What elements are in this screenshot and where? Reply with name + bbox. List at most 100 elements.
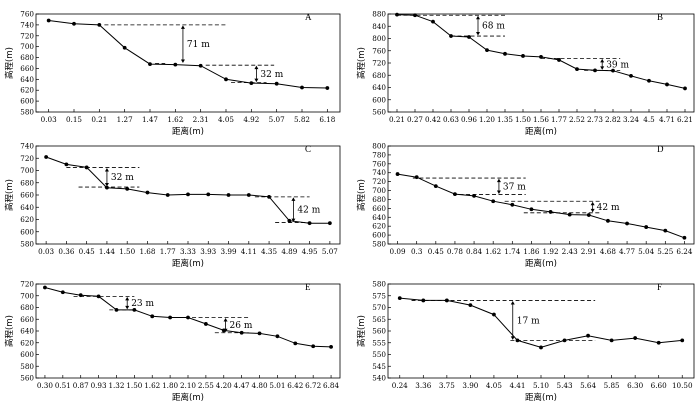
panel-letter: D <box>657 144 664 154</box>
y-tick-label: 720 <box>372 177 386 186</box>
y-tick-label: 620 <box>20 215 34 224</box>
data-point <box>625 221 629 226</box>
x-axis-label: 距离(m) <box>172 126 204 137</box>
series-line <box>45 156 330 224</box>
height-arrow-head-down <box>125 305 130 310</box>
x-tick-label: 0.21 <box>389 115 405 124</box>
data-point <box>529 207 534 212</box>
x-tick-label: 6.24 <box>676 247 692 256</box>
data-point <box>327 221 332 226</box>
x-tick-label: 0.93 <box>91 381 107 390</box>
x-tick-label: 1.92 <box>543 247 559 256</box>
x-tick-label: 2.73 <box>587 115 603 124</box>
data-point <box>300 85 304 90</box>
y-tick-label: 660 <box>20 64 34 73</box>
x-tick-label: 4.68 <box>600 247 616 256</box>
data-point <box>575 67 579 72</box>
y-tick-label: 720 <box>372 59 386 68</box>
data-point <box>148 62 152 66</box>
x-tick-label: 4.5 <box>643 115 655 124</box>
data-point <box>293 341 298 346</box>
chart-panel-c: 580 600 620 640 660 680 700 720 740 0.03 0.36 0.45 1… <box>4 142 341 269</box>
x-tick-label: 5.64 <box>580 381 596 390</box>
y-tick-label: 545 <box>372 362 386 371</box>
data-point <box>431 19 435 24</box>
data-point <box>680 338 685 343</box>
data-point <box>413 13 417 18</box>
x-tick-label: 0.78 <box>447 247 463 256</box>
data-point <box>168 315 173 320</box>
data-point <box>663 228 668 233</box>
x-tick-label: 0.45 <box>79 247 95 256</box>
y-tick-label: 600 <box>372 95 386 104</box>
x-tick-label: 6.21 <box>677 115 693 124</box>
step-height-label: 42 m <box>597 203 620 213</box>
x-tick-label: 0.24 <box>392 381 408 390</box>
height-arrow-head-down <box>180 59 185 64</box>
panel-letter: C <box>305 144 311 154</box>
x-tick-label: 0.96 <box>461 115 477 124</box>
x-tick-label: 4.20 <box>216 381 232 390</box>
data-point <box>72 21 76 26</box>
x-tick-label: 0.03 <box>38 247 54 256</box>
data-point <box>414 175 419 180</box>
x-tick-label: 3.90 <box>462 381 478 390</box>
y-axis-label: 高程(m) <box>356 315 367 347</box>
y-tick-label: 740 <box>372 168 386 177</box>
y-tick-label: 680 <box>20 303 34 312</box>
x-tick-label: 1.44 <box>99 247 115 256</box>
y-tick-label: 880 <box>372 10 386 19</box>
data-point <box>567 212 572 217</box>
data-point <box>307 221 312 226</box>
x-tick-label: 0.21 <box>91 115 107 124</box>
x-tick-label: 3.75 <box>439 381 455 390</box>
panel-letter: E <box>305 282 311 292</box>
height-arrow-head-down <box>223 328 228 333</box>
data-point <box>329 344 333 349</box>
y-tick-label: 620 <box>20 338 34 347</box>
x-tick-label: 0.45 <box>428 247 444 256</box>
y-tick-label: 620 <box>372 222 386 231</box>
data-point <box>274 81 279 86</box>
panel-letter: B <box>657 12 663 22</box>
y-tick-label: 570 <box>372 303 386 312</box>
data-point <box>629 73 633 78</box>
y-tick-label: 660 <box>20 315 34 324</box>
x-tick-label: 1.27 <box>117 115 133 124</box>
x-tick-label: 10.50 <box>672 381 693 390</box>
y-tick-label: 720 <box>20 280 34 289</box>
x-tick-label: 4.89 <box>281 247 297 256</box>
data-point <box>593 68 597 73</box>
y-tick-label: 680 <box>20 178 34 187</box>
data-point <box>97 22 102 27</box>
x-axis-label: 距离(m) <box>525 258 557 269</box>
data-point <box>665 82 669 87</box>
data-point <box>467 35 471 39</box>
x-tick-label: 6.42 <box>287 381 303 390</box>
plot-frame <box>35 283 341 379</box>
data-point <box>503 51 507 56</box>
height-arrow-head-up <box>180 25 185 29</box>
data-point <box>96 294 101 299</box>
data-point <box>606 218 610 223</box>
y-tick-label: 740 <box>20 142 34 151</box>
x-tick-label: 2.43 <box>562 247 578 256</box>
x-tick-label: 5.07 <box>322 247 338 256</box>
x-tick-label: 6.84 <box>323 381 339 390</box>
x-tick-label: 4.92 <box>243 115 259 124</box>
data-point <box>186 192 190 197</box>
x-tick-label: 5.07 <box>269 115 285 124</box>
y-tick-label: 555 <box>372 338 386 347</box>
x-tick-label: 1.62 <box>485 247 501 256</box>
x-tick-label: 5.10 <box>533 381 549 390</box>
y-tick-label: 565 <box>372 315 386 324</box>
data-point <box>325 86 330 90</box>
data-point <box>609 338 614 343</box>
x-tick-label: 3.24 <box>623 115 639 124</box>
x-tick-label: 6.18 <box>319 115 335 124</box>
y-tick-label: 760 <box>20 10 34 19</box>
plot-frame <box>387 283 695 379</box>
y-tick-label: 760 <box>372 46 386 55</box>
